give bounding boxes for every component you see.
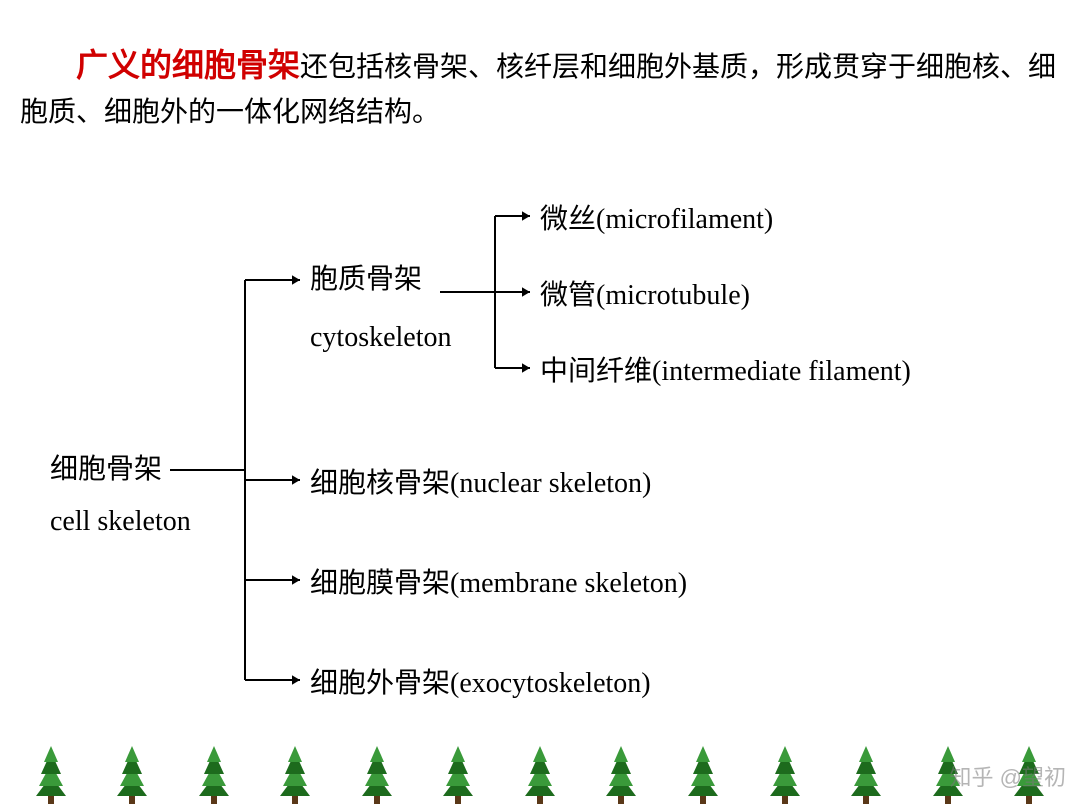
tree-icon bbox=[352, 746, 402, 806]
root-en: cell skeleton bbox=[50, 502, 191, 541]
l2-0-en: cytoskeleton bbox=[310, 318, 452, 357]
l3-1: 微管(microtubule) bbox=[540, 276, 750, 315]
l2-2: 细胞膜骨架(membrane skeleton) bbox=[310, 564, 687, 603]
tree-icon bbox=[515, 746, 565, 806]
l2-1: 细胞核骨架(nuclear skeleton) bbox=[310, 464, 651, 503]
intro-indent bbox=[20, 52, 76, 83]
diagram-connectors bbox=[0, 170, 1080, 700]
root-cn: 细胞骨架 bbox=[50, 450, 162, 489]
watermark: 知乎 @望初 bbox=[950, 760, 1066, 792]
l3-2: 中间纤维(intermediate filament) bbox=[540, 352, 911, 391]
l2-0-cn: 胞质骨架 bbox=[310, 260, 422, 299]
tree-icon bbox=[678, 746, 728, 806]
hierarchy-diagram: 细胞骨架 cell skeleton 胞质骨架 cytoskeleton 细胞核骨架(n… bbox=[0, 170, 1080, 700]
tree-icon bbox=[189, 746, 239, 806]
tree-icon bbox=[841, 746, 891, 806]
l2-3: 细胞外骨架(exocytoskeleton) bbox=[310, 664, 651, 703]
tree-icon bbox=[26, 746, 76, 806]
tree-icon bbox=[433, 746, 483, 806]
tree-icon bbox=[760, 746, 810, 806]
l3-0: 微丝(microfilament) bbox=[540, 200, 773, 239]
intro-highlight: 广义的细胞骨架 bbox=[76, 47, 300, 83]
tree-icon bbox=[596, 746, 646, 806]
tree-icon bbox=[107, 746, 157, 806]
intro-paragraph: 广义的细胞骨架还包括核骨架、核纤层和细胞外基质，形成贯穿于细胞核、细胞质、细胞外… bbox=[20, 40, 1060, 136]
decorative-tree-row bbox=[0, 746, 1080, 806]
tree-icon bbox=[270, 746, 320, 806]
